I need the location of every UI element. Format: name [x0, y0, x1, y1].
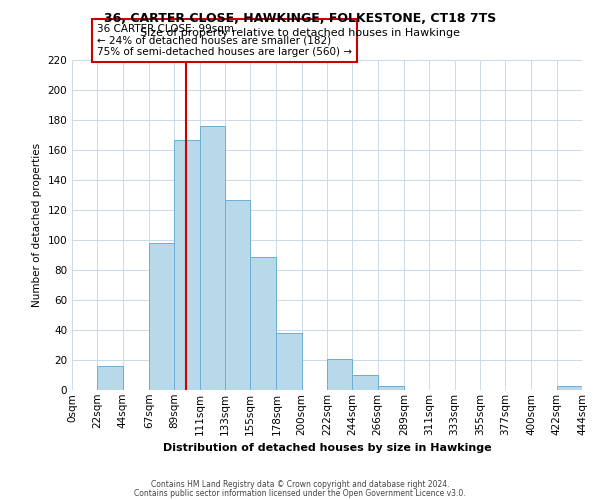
- Text: Contains HM Land Registry data © Crown copyright and database right 2024.: Contains HM Land Registry data © Crown c…: [151, 480, 449, 489]
- Bar: [557, 386, 582, 390]
- Bar: [250, 256, 277, 390]
- Bar: [377, 386, 404, 390]
- X-axis label: Distribution of detached houses by size in Hawkinge: Distribution of detached houses by size …: [163, 443, 491, 453]
- Bar: [352, 375, 377, 390]
- Text: Size of property relative to detached houses in Hawkinge: Size of property relative to detached ho…: [140, 28, 460, 38]
- Bar: [199, 126, 225, 390]
- Text: 36 CARTER CLOSE: 99sqm
← 24% of detached houses are smaller (182)
75% of semi-de: 36 CARTER CLOSE: 99sqm ← 24% of detached…: [97, 24, 352, 57]
- Bar: [149, 243, 174, 390]
- Text: Contains public sector information licensed under the Open Government Licence v3: Contains public sector information licen…: [134, 489, 466, 498]
- Text: 36, CARTER CLOSE, HAWKINGE, FOLKESTONE, CT18 7TS: 36, CARTER CLOSE, HAWKINGE, FOLKESTONE, …: [104, 12, 496, 26]
- Bar: [327, 358, 352, 390]
- Bar: [277, 333, 302, 390]
- Y-axis label: Number of detached properties: Number of detached properties: [32, 143, 42, 307]
- Bar: [97, 366, 122, 390]
- Bar: [174, 140, 199, 390]
- Bar: [225, 200, 250, 390]
